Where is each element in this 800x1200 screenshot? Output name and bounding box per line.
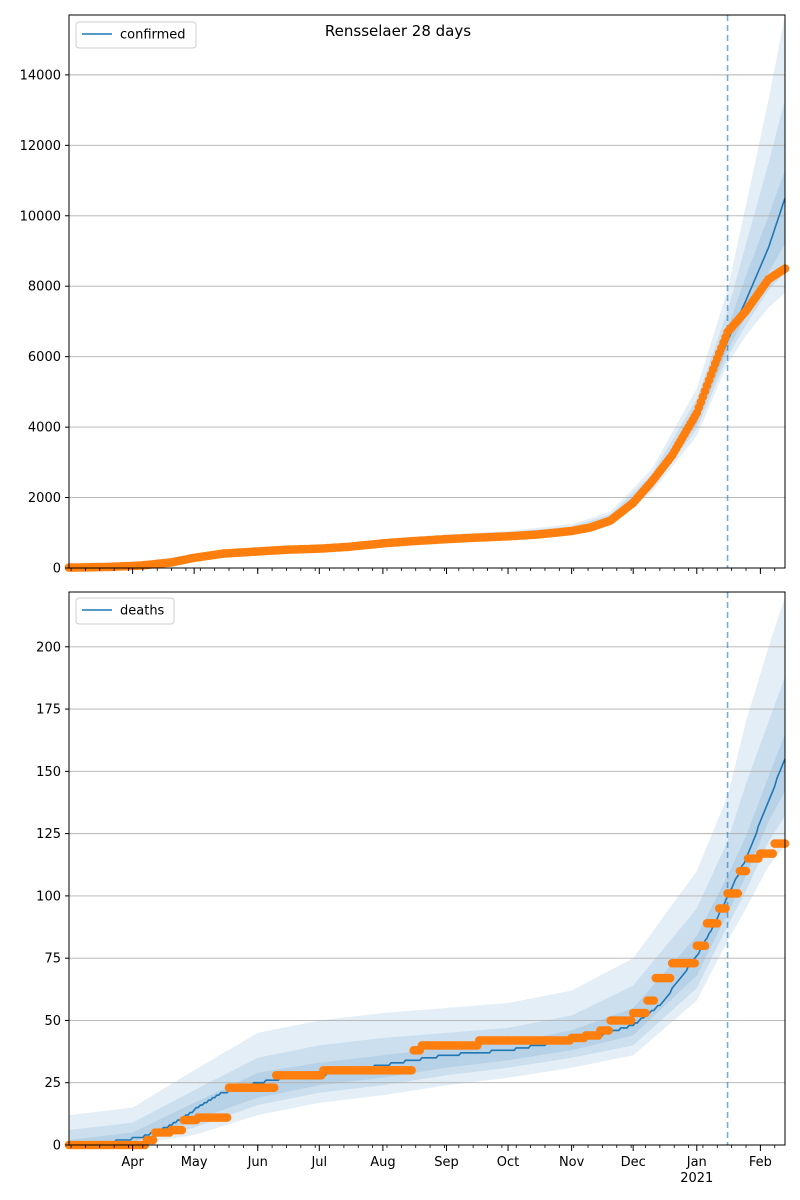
y-tick-label: 50 bbox=[44, 1014, 61, 1029]
x-tick-label: May bbox=[181, 1155, 208, 1170]
x-tick-year-label: 2021 bbox=[680, 1171, 713, 1186]
x-tick-label: Jun bbox=[247, 1155, 268, 1170]
x-tick-label: Aug bbox=[370, 1155, 395, 1170]
observed-point bbox=[741, 866, 751, 876]
observed-point bbox=[626, 1016, 636, 1025]
y-tick-label: 8000 bbox=[28, 280, 61, 295]
observed-point bbox=[604, 1026, 613, 1035]
confirmed-x-ticks bbox=[70, 568, 776, 574]
confirmed-y-ticks: 0 2000 4000 6000 8000 10000 12000 14000 bbox=[20, 68, 69, 577]
legend-label: deaths bbox=[120, 604, 165, 619]
deaths-legend: deaths bbox=[75, 597, 175, 625]
legend-box bbox=[75, 21, 197, 49]
figure-title: Rensselaer 28 days bbox=[325, 22, 471, 40]
uncertainty-band-2 bbox=[69, 734, 785, 1145]
observed-point bbox=[733, 889, 743, 898]
y-tick-label: 2000 bbox=[28, 491, 61, 506]
x-tick-label: Sep bbox=[434, 1155, 459, 1170]
observed-point bbox=[768, 849, 777, 858]
observed-point bbox=[690, 958, 699, 968]
observed-point bbox=[721, 904, 730, 913]
y-tick-label: 14000 bbox=[20, 68, 61, 83]
y-tick-label: 0 bbox=[53, 1139, 61, 1154]
observed-point bbox=[407, 1066, 416, 1075]
y-tick-label: 150 bbox=[36, 765, 61, 780]
y-tick-label: 6000 bbox=[28, 350, 61, 365]
x-tick-label: Feb bbox=[749, 1155, 772, 1170]
model-series-line bbox=[69, 758, 786, 1146]
uncertainty-band-0 bbox=[69, 597, 785, 1145]
deaths-panel: 0 25 50 75 100 125 150 175 200 Apr May Jun Jul Aug Se… bbox=[36, 591, 790, 1186]
x-tick-label: Jul bbox=[310, 1155, 327, 1170]
observed-point bbox=[649, 996, 658, 1005]
confirmed-panel: 0 2000 4000 6000 8000 10000 12000 14000 confirm… bbox=[20, 14, 790, 577]
y-tick-label: 0 bbox=[53, 562, 61, 577]
observed-point bbox=[713, 919, 722, 928]
confirmed-observed-points bbox=[64, 264, 790, 572]
y-tick-label: 10000 bbox=[20, 209, 61, 224]
observed-point bbox=[148, 1135, 158, 1145]
y-tick-label: 75 bbox=[44, 952, 61, 967]
y-tick-label: 175 bbox=[36, 703, 61, 718]
observed-point bbox=[177, 1125, 187, 1135]
observed-point bbox=[222, 1113, 232, 1122]
x-tick-label: Dec bbox=[621, 1155, 646, 1170]
observed-point bbox=[665, 973, 675, 983]
y-tick-label: 12000 bbox=[20, 139, 61, 154]
deaths-observed-points bbox=[64, 839, 790, 1150]
y-tick-label: 4000 bbox=[28, 421, 61, 436]
confirmed-axes-frame bbox=[68, 14, 786, 569]
y-tick-label: 125 bbox=[36, 827, 61, 842]
observed-point bbox=[641, 1008, 650, 1018]
x-tick-label: Jan bbox=[686, 1155, 707, 1170]
deaths-model-line bbox=[69, 758, 786, 1146]
y-tick-label: 200 bbox=[36, 640, 61, 655]
confirmed-legend: confirmed bbox=[75, 21, 197, 49]
deaths-axes-frame bbox=[68, 591, 786, 1146]
x-tick-label: Nov bbox=[559, 1155, 585, 1170]
x-tick-label: Apr bbox=[121, 1155, 144, 1170]
y-tick-label: 25 bbox=[44, 1076, 61, 1091]
observed-point bbox=[269, 1083, 279, 1092]
observed-point bbox=[700, 941, 710, 950]
x-tick-label: Oct bbox=[497, 1155, 519, 1170]
deaths-y-ticks: 0 25 50 75 100 125 150 175 200 bbox=[36, 640, 69, 1154]
y-tick-label: 100 bbox=[36, 889, 61, 904]
legend-label: confirmed bbox=[120, 28, 186, 43]
deaths-x-ticks: Apr May Jun Jul Aug Sep Oct Nov Dec Jan Feb 2021 bbox=[70, 1145, 776, 1186]
legend-box bbox=[75, 597, 175, 625]
